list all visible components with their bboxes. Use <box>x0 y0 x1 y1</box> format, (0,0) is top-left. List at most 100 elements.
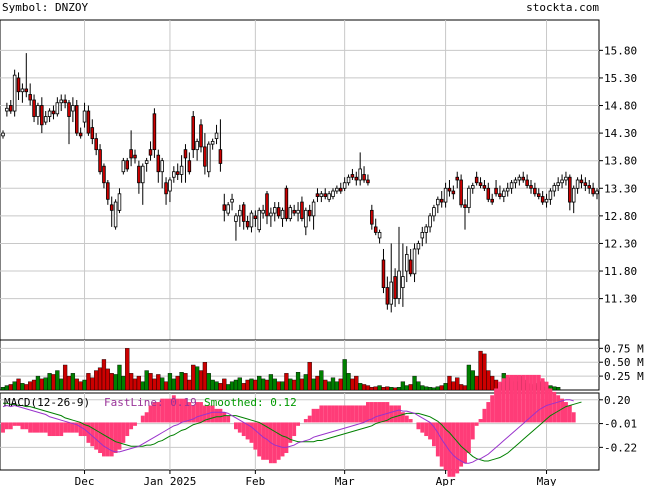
candle <box>187 152 192 175</box>
candle <box>203 133 207 175</box>
macd-histogram-bar <box>346 405 351 423</box>
macd-histogram-bar <box>156 402 161 423</box>
volume-bar <box>369 387 374 391</box>
candle <box>40 97 44 134</box>
candle <box>284 185 289 222</box>
candle <box>129 130 133 167</box>
candle-body <box>401 276 405 288</box>
candle-body <box>210 140 215 145</box>
candle-body <box>245 220 250 228</box>
price-tick-label: 13.30 <box>604 182 637 195</box>
candle-body <box>207 143 211 173</box>
candle <box>397 226 401 305</box>
x-axis-labels: Dec Jan 2025 Feb Mar Apr May <box>75 470 557 486</box>
macd-histogram-bar <box>416 422 421 430</box>
macd-histogram-bar <box>564 402 568 423</box>
candle <box>296 202 300 222</box>
candle <box>94 133 98 156</box>
candle-body <box>490 198 494 203</box>
macd-histogram-bar <box>140 415 145 423</box>
candle-body <box>385 287 390 305</box>
candle-body <box>183 149 188 159</box>
candle <box>47 108 52 123</box>
candle-body <box>595 190 599 195</box>
volume-bar <box>237 377 242 391</box>
volume-bar <box>431 387 437 391</box>
volume-bar <box>447 375 452 391</box>
macd-histogram-bar <box>20 422 25 430</box>
macd-histogram-bar <box>397 405 401 423</box>
candle-body <box>447 187 452 192</box>
macd-histogram-bar <box>459 422 464 467</box>
macd-histogram-bar <box>505 374 510 423</box>
candle-body <box>571 187 576 203</box>
candle-body <box>521 176 525 181</box>
volume-bar <box>381 387 386 391</box>
candle-body <box>273 207 277 214</box>
macd-histogram-bar <box>521 374 526 423</box>
volume-bar <box>74 378 79 391</box>
candle <box>113 199 118 230</box>
candle <box>505 182 510 197</box>
macd-histogram-bar <box>420 422 425 433</box>
candle-body <box>552 185 557 192</box>
macd-histogram-bar <box>257 422 262 457</box>
volume-bar <box>121 375 126 391</box>
candle-body <box>160 160 164 173</box>
volume-bar <box>338 378 343 391</box>
candle-body <box>12 74 17 112</box>
volume-bar <box>59 378 64 391</box>
candle-body <box>98 149 102 173</box>
volume-bar <box>257 375 262 391</box>
candle <box>424 224 428 244</box>
volume-bar <box>435 386 440 391</box>
candle-body <box>354 176 359 181</box>
candle-body <box>24 88 29 93</box>
candle-body <box>513 179 518 184</box>
macd-histogram-bar <box>408 419 413 423</box>
candle <box>238 204 242 227</box>
macd-histogram-bar <box>567 405 572 423</box>
volume-bar <box>350 378 355 391</box>
candle <box>401 243 405 307</box>
macd-histogram-bar <box>296 422 300 426</box>
candle <box>408 248 413 277</box>
macd-histogram-bar <box>121 422 126 443</box>
candle <box>393 268 397 307</box>
candle <box>195 138 199 161</box>
macd-histogram-bar <box>463 422 467 464</box>
macd-histogram-bar <box>490 395 495 423</box>
candle-body <box>474 176 479 184</box>
candle-body <box>362 174 366 181</box>
macd-histogram-bar <box>222 412 227 423</box>
volume-bar <box>458 384 464 391</box>
volume-bar <box>272 378 277 391</box>
volume-bar <box>486 370 491 391</box>
candle <box>537 188 541 200</box>
candle <box>412 243 417 283</box>
candle-body <box>459 179 463 206</box>
symbol-label: Symbol: DNZOY <box>2 1 88 14</box>
candle-body <box>203 146 207 167</box>
macd-histogram-bar <box>206 405 211 423</box>
volume-bar <box>462 385 468 391</box>
macd-histogram-bar <box>494 388 498 423</box>
macd-histogram-bar <box>51 422 56 437</box>
candle-body <box>265 193 269 217</box>
candle-body <box>455 176 459 181</box>
volume-bar <box>292 379 297 391</box>
volume-bar <box>361 384 367 391</box>
candle <box>405 246 409 283</box>
volume-bar <box>31 379 37 391</box>
macd-fastline-label: FastLine: 0.19 <box>104 396 197 409</box>
volume-bar <box>20 383 25 391</box>
candle <box>319 191 324 203</box>
candle <box>420 226 425 247</box>
candle <box>490 193 494 205</box>
volume-bar <box>94 370 99 391</box>
candle <box>583 177 588 192</box>
volume-bar <box>365 385 371 391</box>
candle-body <box>505 187 510 192</box>
macd-histogram-bar <box>202 405 207 423</box>
candle <box>350 168 355 180</box>
